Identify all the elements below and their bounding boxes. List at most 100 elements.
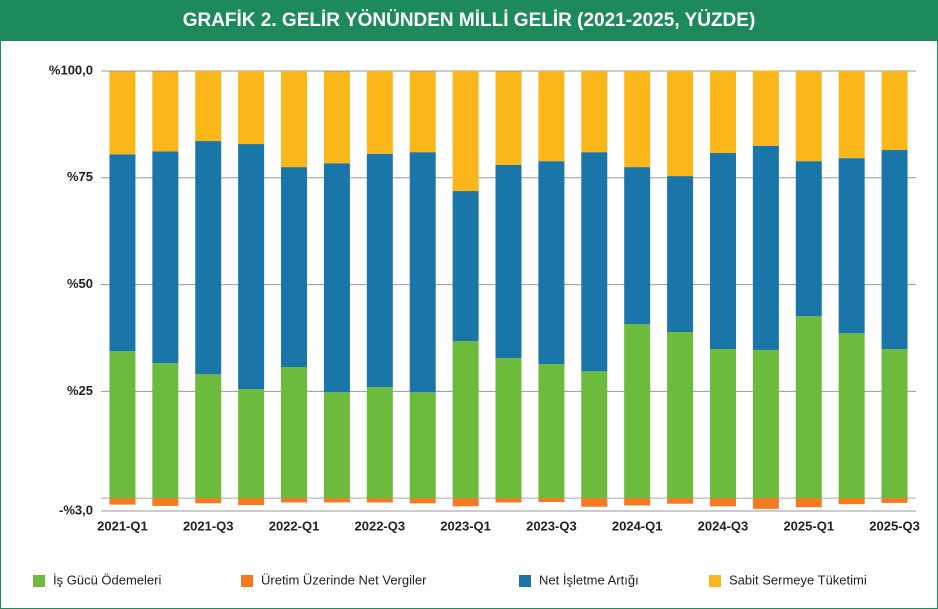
x-tick-label: 2024-Q3 <box>698 518 749 533</box>
legend-swatch <box>519 575 531 587</box>
bar-segment <box>238 498 265 506</box>
bar-segment <box>752 349 779 499</box>
bar-segment <box>409 152 436 393</box>
bar-segment <box>538 71 565 162</box>
bar-segment <box>495 71 522 165</box>
x-tick-label: 2022-Q1 <box>269 518 320 533</box>
bar-segment <box>538 161 565 365</box>
bar-segment <box>323 392 350 499</box>
x-tick-label: 2023-Q3 <box>526 518 577 533</box>
bar-segment <box>709 498 736 507</box>
bar-segment <box>881 71 908 151</box>
bar-segment <box>624 71 651 168</box>
bar-segment <box>152 71 179 152</box>
bar-segment <box>881 150 908 350</box>
bar-segment <box>795 161 822 317</box>
bar-segment <box>538 364 565 499</box>
bar-segment <box>838 71 865 159</box>
x-tick-label: 2022-Q3 <box>355 518 406 533</box>
legend-label: Net İşletme Artığı <box>539 572 639 587</box>
bar-segment <box>409 392 436 499</box>
bar-segment <box>238 71 265 145</box>
bar-segment <box>238 144 265 390</box>
bar-segment <box>195 374 222 499</box>
bar-segment <box>323 498 350 503</box>
bar-segment <box>281 498 308 503</box>
bar-segment <box>838 333 865 499</box>
legend-label: Üretim Üzerinde Net Vergiler <box>261 572 427 587</box>
bar-segment <box>152 363 179 499</box>
bar-segment <box>838 498 865 505</box>
bar-segment <box>366 498 393 503</box>
bar-segment <box>667 176 694 333</box>
bar-segment <box>195 498 222 504</box>
legend-swatch <box>33 575 45 587</box>
bar-segment <box>452 498 479 507</box>
y-tick-label: %100,0 <box>49 62 93 77</box>
x-tick-label: 2024-Q1 <box>612 518 663 533</box>
bar-segment <box>624 167 651 325</box>
bar-segment <box>709 71 736 154</box>
y-tick-label: %75 <box>67 169 93 184</box>
bar-segment <box>195 141 222 375</box>
bar-segment <box>752 70 779 146</box>
bar-segment <box>667 332 694 499</box>
x-tick-label: 2021-Q3 <box>183 518 234 533</box>
legend-swatch <box>709 575 721 587</box>
bar-segment <box>581 371 608 499</box>
bar-segment <box>581 498 608 507</box>
bar-segment <box>667 71 694 177</box>
bar-segment <box>538 498 565 503</box>
bar-segment <box>281 367 308 499</box>
bar-segment <box>109 351 136 499</box>
bar-segment <box>752 498 779 509</box>
bar-segment <box>795 316 822 499</box>
bar-segment <box>709 153 736 350</box>
bar-segment <box>495 164 522 359</box>
bar-segment <box>881 498 908 503</box>
bar-segment <box>581 71 608 153</box>
y-tick-label: %25 <box>67 383 93 398</box>
bar-segment <box>152 498 179 506</box>
bar-segment <box>109 154 136 352</box>
legend-swatch <box>241 575 253 587</box>
bar-segment <box>709 349 736 499</box>
bar-segment <box>323 71 350 164</box>
bar-segment <box>452 71 479 192</box>
bar-segment <box>495 498 522 503</box>
bar-segment <box>195 71 222 142</box>
bar-segment <box>624 498 651 506</box>
legend-label: İş Gücü Ödemeleri <box>53 572 161 587</box>
bar-segment <box>366 153 393 388</box>
chart-title: GRAFİK 2. GELİR YÖNÜNDEN MİLLİ GELİR (20… <box>1 1 937 41</box>
bar-segment <box>838 158 865 334</box>
x-tick-label: 2021-Q1 <box>97 518 148 533</box>
bar-segment <box>323 163 350 393</box>
bar-segment <box>667 498 694 504</box>
bar-segment <box>409 71 436 153</box>
bar-segment <box>109 498 136 505</box>
bar-segment <box>152 151 179 364</box>
legend-label: Sabit Sermeye Tüketimi <box>729 572 867 587</box>
bar-segment <box>281 167 308 368</box>
bar-segment <box>495 358 522 499</box>
bar-segment <box>795 498 822 508</box>
bar-segment <box>581 152 608 372</box>
bar-segment <box>452 340 479 499</box>
bar-segment <box>409 498 436 504</box>
bar-segment <box>238 389 265 499</box>
x-tick-label: 2025-Q1 <box>783 518 834 533</box>
bar-segment <box>109 71 136 155</box>
bar-segment <box>795 71 822 162</box>
bar-segment <box>366 387 393 499</box>
y-tick-label: -%3,0 <box>59 502 93 517</box>
bar-segment <box>624 324 651 499</box>
bar-segment <box>452 191 479 341</box>
bar-segment <box>366 71 393 154</box>
x-tick-label: 2025-Q3 <box>869 518 920 533</box>
bar-segment <box>752 145 779 350</box>
y-tick-label: %50 <box>67 276 93 291</box>
bar-segment <box>281 71 308 168</box>
